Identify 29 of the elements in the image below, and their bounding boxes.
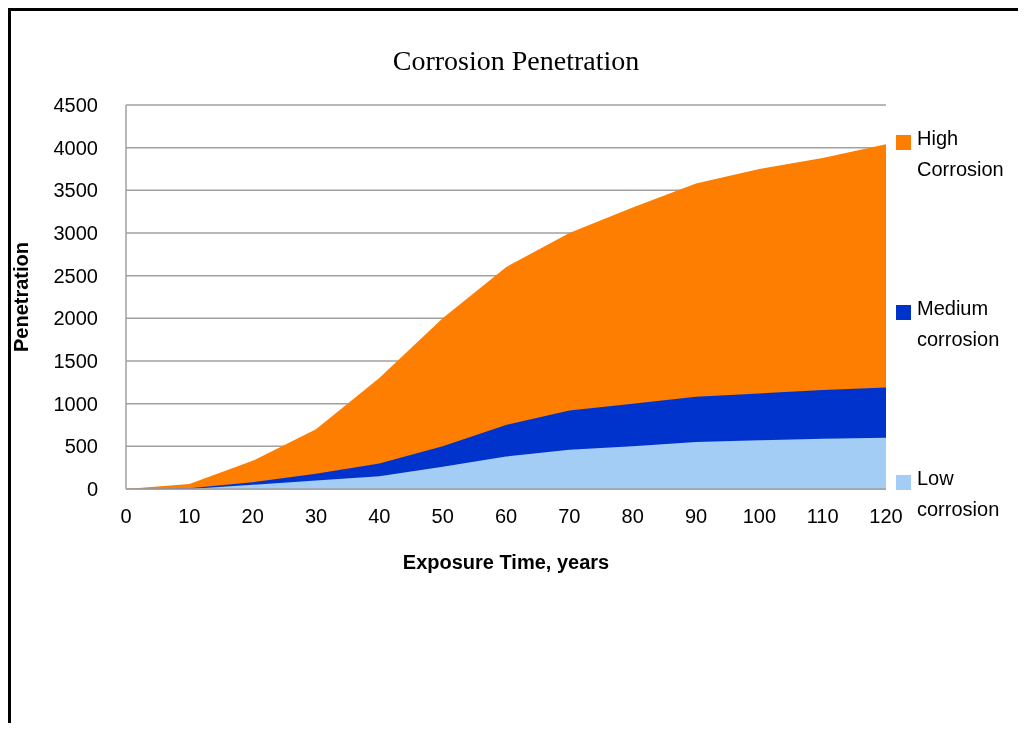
y-tick-label: 2000 [53, 307, 98, 330]
y-tick-label: 1000 [53, 392, 98, 415]
x-tick-label: 100 [742, 505, 777, 528]
x-axis-title: Exposure Time, years [402, 551, 610, 573]
x-tick-label: 80 [621, 505, 644, 528]
y-tick-label: 0 [86, 478, 98, 501]
x-tick-label: 120 [869, 505, 903, 528]
x-tick-label: 40 [368, 505, 391, 528]
x-tick-label: 110 [806, 505, 839, 528]
x-tick-label: 10 [178, 505, 201, 528]
x-tick-label: 0 [120, 505, 132, 528]
x-tick-label: 30 [304, 505, 328, 528]
chart-title: Corrosion Penetration [391, 45, 641, 77]
y-tick-label: 1500 [53, 350, 98, 373]
legend-label: High Corrosion [917, 126, 1005, 182]
y-tick-label: 4500 [53, 94, 98, 117]
y-tick-label: 3500 [53, 179, 98, 202]
x-tick-label: 90 [684, 505, 708, 528]
y-tick-label: 4000 [53, 136, 98, 159]
x-tick-label: 60 [494, 505, 518, 528]
legend-label: Medium corrosion [917, 296, 1001, 352]
y-tick-label: 500 [64, 435, 98, 458]
x-tick-label: 70 [558, 505, 581, 528]
y-tick-label: 2500 [53, 264, 98, 287]
x-tick-label: 50 [431, 505, 454, 528]
y-tick-label: 3000 [53, 222, 98, 245]
legend-label: Low corrosion [917, 466, 1001, 522]
x-tick-label: 20 [241, 505, 264, 528]
y-axis-title: Penetration [10, 241, 33, 353]
